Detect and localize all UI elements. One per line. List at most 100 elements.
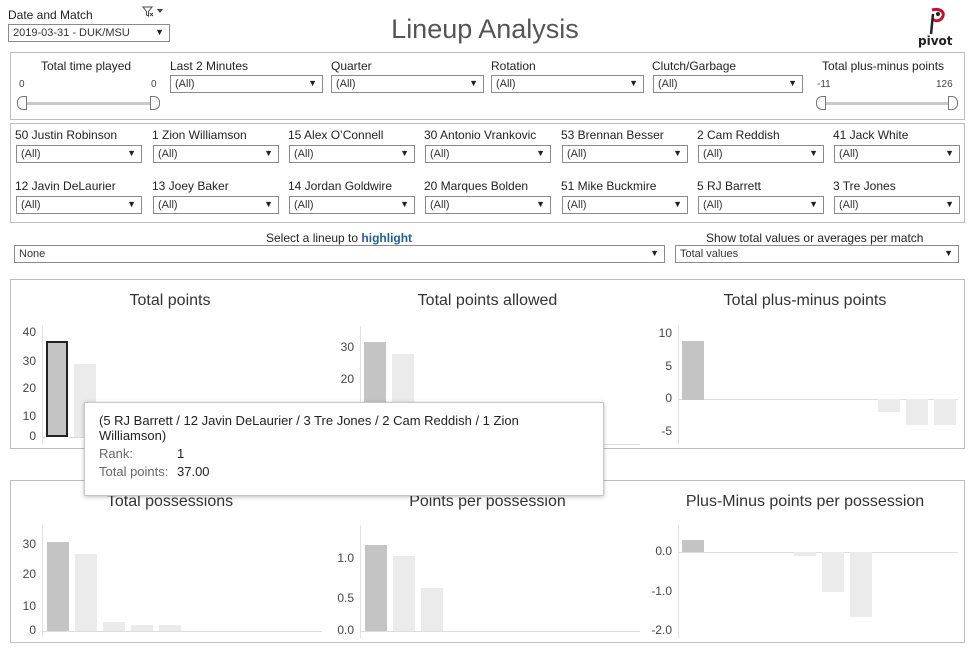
chevron-down-icon: ▼ xyxy=(127,148,136,158)
quarter-select[interactable]: (All) ▼ xyxy=(331,75,484,93)
last2-select[interactable]: (All) ▼ xyxy=(170,75,323,93)
chart-bar[interactable] xyxy=(822,552,844,592)
totals-value: Total values xyxy=(680,248,739,260)
chart-bar[interactable] xyxy=(159,625,181,631)
time-played-label: Total time played xyxy=(41,59,132,73)
chart-bar[interactable] xyxy=(682,540,704,552)
pivot-logo xyxy=(918,6,954,50)
totals-label: Show total values or averages per match xyxy=(706,231,924,245)
highlight-label-text: Select a lineup to xyxy=(266,231,362,245)
player-filter-select[interactable]: (All) ▼ xyxy=(834,145,960,163)
chart-axis-line xyxy=(42,525,43,638)
date-match-select[interactable]: 2019-03-31 - DUK/MSU ▼ xyxy=(8,24,170,42)
player-filter-label: 12 Javin DeLaurier xyxy=(15,179,116,193)
chart-bar[interactable] xyxy=(131,625,153,631)
tooltip-points-label: Total points: xyxy=(99,464,169,479)
player-filter-value: (All) xyxy=(294,148,314,160)
rotation-label: Rotation xyxy=(491,59,536,73)
y-tick-label: -5 xyxy=(661,424,672,438)
highlight-label-emphasis: highlight xyxy=(361,231,413,245)
player-filter-select[interactable]: (All) ▼ xyxy=(425,196,551,214)
chevron-down-icon: ▼ xyxy=(673,199,682,209)
player-filter-select[interactable]: (All) ▼ xyxy=(562,196,688,214)
chevron-down-icon: ▼ xyxy=(788,78,797,88)
time-played-min: 0 xyxy=(19,79,25,90)
chart-bar[interactable] xyxy=(365,545,387,631)
chart-bar[interactable] xyxy=(421,588,443,631)
tooltip-points-value: 37.00 xyxy=(177,464,210,479)
time-played-min-handle[interactable] xyxy=(17,96,27,110)
clutch-label: Clutch/Garbage xyxy=(652,59,737,73)
time-played-max-handle[interactable] xyxy=(150,96,160,110)
player-filter-value: (All) xyxy=(294,199,314,211)
y-tick-label: 1.0 xyxy=(337,551,354,565)
player-filter-value: (All) xyxy=(839,199,859,211)
clear-filter-icon[interactable] xyxy=(141,6,164,21)
chart-bar[interactable] xyxy=(45,340,69,438)
chart-bar[interactable] xyxy=(75,554,97,631)
chart-bar[interactable] xyxy=(103,622,125,631)
highlight-lineup-select[interactable]: None ▼ xyxy=(14,245,665,263)
player-filter-value: (All) xyxy=(430,148,450,160)
player-filter-select[interactable]: (All) ▼ xyxy=(562,145,688,163)
player-filter-select[interactable]: (All) ▼ xyxy=(698,145,824,163)
chart-bar[interactable] xyxy=(682,341,704,400)
plusminus-max-handle[interactable] xyxy=(948,96,958,110)
player-filter-label: 51 Mike Buckmire xyxy=(561,179,657,193)
player-filter-select[interactable]: (All) ▼ xyxy=(289,196,415,214)
chevron-down-icon: ▼ xyxy=(264,148,273,158)
player-filter-select[interactable]: (All) ▼ xyxy=(698,196,824,214)
chevron-down-icon: ▼ xyxy=(536,199,545,209)
y-tick-label: 0.5 xyxy=(337,591,354,605)
chart-bar[interactable] xyxy=(934,399,956,425)
chart-bar[interactable] xyxy=(794,552,816,556)
player-filter-panel: 50 Justin Robinson (All) ▼ 1 Zion Williamso… xyxy=(10,123,965,223)
plusminus-min-handle[interactable] xyxy=(816,96,826,110)
player-filter-value: (All) xyxy=(21,148,41,160)
chart-bar[interactable] xyxy=(850,552,872,617)
player-filter-label: 3 Tre Jones xyxy=(833,179,896,193)
zero-line xyxy=(360,631,640,632)
clutch-select[interactable]: (All) ▼ xyxy=(653,75,803,93)
time-played-slider[interactable] xyxy=(23,102,159,105)
tooltip-rank-value: 1 xyxy=(177,446,185,461)
rotation-value: (All) xyxy=(496,78,516,90)
player-filter-select[interactable]: (All) ▼ xyxy=(153,145,279,163)
player-filter-select[interactable]: (All) ▼ xyxy=(289,145,415,163)
player-filter-select[interactable]: (All) ▼ xyxy=(834,196,960,214)
quarter-value: (All) xyxy=(336,78,356,90)
player-filter-select[interactable]: (All) ▼ xyxy=(153,196,279,214)
chart-bar[interactable] xyxy=(393,556,415,631)
player-filter-value: (All) xyxy=(703,148,723,160)
plusminus-slider[interactable] xyxy=(823,102,953,105)
player-filter-value: (All) xyxy=(839,148,859,160)
rotation-select[interactable]: (All) ▼ xyxy=(491,75,644,93)
chevron-down-icon: ▼ xyxy=(536,148,545,158)
player-filter-label: 2 Cam Reddish xyxy=(697,128,780,142)
chart-title: Total possessions xyxy=(106,493,234,510)
player-filter-select[interactable]: (All) ▼ xyxy=(16,145,142,163)
player-filter-label: 20 Marques Bolden xyxy=(424,179,529,193)
y-tick-label: 0 xyxy=(665,391,672,405)
player-filter-value: (All) xyxy=(158,199,178,211)
player-filter-label: 15 Alex O’Connell xyxy=(288,128,384,142)
player-filter-value: (All) xyxy=(21,199,41,211)
totals-select[interactable]: Total values ▼ xyxy=(675,245,959,263)
zero-line xyxy=(678,552,958,553)
plusminus-label: Total plus-minus points xyxy=(822,59,945,73)
chevron-down-icon: ▼ xyxy=(945,199,954,209)
chart-bar[interactable] xyxy=(47,542,69,631)
time-played-max: 0 xyxy=(151,79,157,90)
player-filter-select[interactable]: (All) ▼ xyxy=(425,145,551,163)
chevron-down-icon: ▼ xyxy=(400,199,409,209)
tooltip-lineup: (5 RJ Barrett / 12 Javin DeLaurier / 3 T… xyxy=(99,413,519,443)
chart-axis-line xyxy=(678,326,679,444)
player-filter-label: 41 Jack White xyxy=(833,128,909,142)
chart-bar[interactable] xyxy=(878,399,900,412)
page-title: Lineup Analysis xyxy=(391,14,579,44)
chart-bar[interactable] xyxy=(906,399,928,425)
player-filter-select[interactable]: (All) ▼ xyxy=(16,196,142,214)
chart-title: Total points allowed xyxy=(417,292,558,309)
date-match-label: Date and Match xyxy=(8,8,93,22)
quarter-label: Quarter xyxy=(331,59,372,73)
